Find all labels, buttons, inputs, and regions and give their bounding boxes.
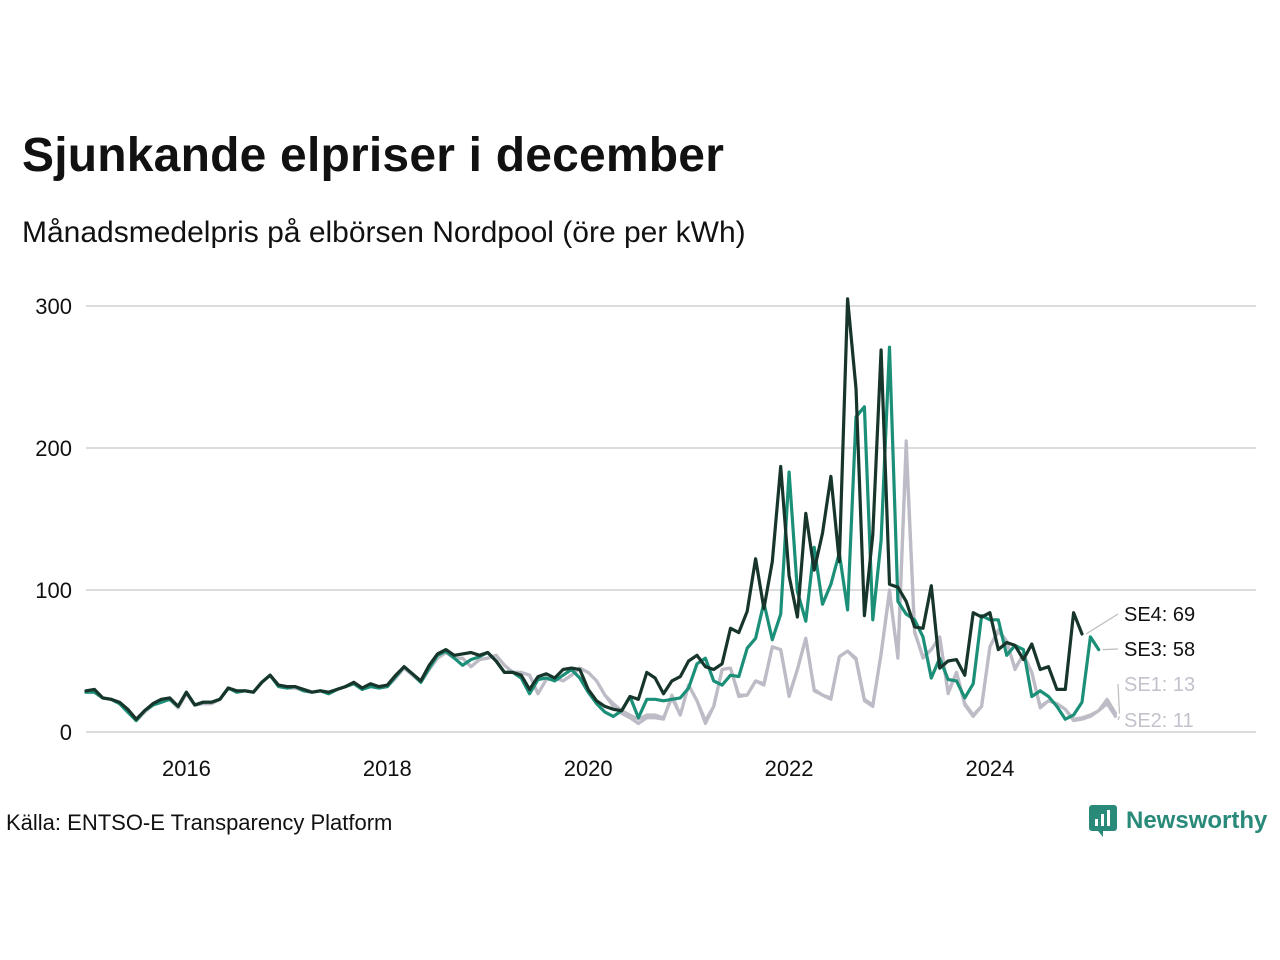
x-tick-label: 2018 <box>363 756 412 781</box>
series-line-se3 <box>84 345 1101 723</box>
x-tick-label: 2024 <box>965 756 1014 781</box>
brand-name: Newsworthy <box>1126 807 1268 834</box>
series-lines <box>84 297 1118 726</box>
y-tick-label: 200 <box>35 436 72 461</box>
y-tick-label: 100 <box>35 578 72 603</box>
series-label-se2: SE2: 11 <box>1124 710 1194 732</box>
series-label-se1: SE1: 13 <box>1124 674 1195 696</box>
series-line-se4 <box>84 297 1084 721</box>
newsworthy-logo-icon <box>1089 805 1117 837</box>
x-tick-label: 2022 <box>765 756 814 781</box>
series-line-se1 <box>84 439 1118 726</box>
label-leader-se1 <box>1117 683 1121 714</box>
label-leader-se2 <box>1117 716 1121 721</box>
newsworthy-brand[interactable]: Newsworthy <box>1088 804 1267 838</box>
label-leader-se4 <box>1085 613 1119 635</box>
series-label-se4: SE4: 69 <box>1124 604 1195 626</box>
x-tick-label: 2016 <box>162 756 211 781</box>
label-leader-se3 <box>1102 648 1119 651</box>
y-axis-ticks: 0 100 200 300 <box>35 294 72 745</box>
series-label-se3: SE3: 58 <box>1124 639 1195 661</box>
chart-title: Sjunkande elpriser i december <box>22 129 725 182</box>
y-tick-label: 300 <box>35 294 72 319</box>
x-axis-ticks: 2016 2018 2020 2022 2024 <box>162 756 1014 781</box>
x-tick-label: 2020 <box>564 756 613 781</box>
source-note: Källa: ENTSO-E Transparency Platform <box>6 810 393 835</box>
gridlines <box>86 305 1256 733</box>
chart-subtitle: Månadsmedelpris på elbörsen Nordpool (ör… <box>22 216 746 249</box>
series-line-se2 <box>84 446 1118 723</box>
y-tick-label: 0 <box>60 720 72 745</box>
series-end-labels: SE1: 13 SE2: 11 SE3: 58 SE4: 69 <box>1085 604 1195 732</box>
